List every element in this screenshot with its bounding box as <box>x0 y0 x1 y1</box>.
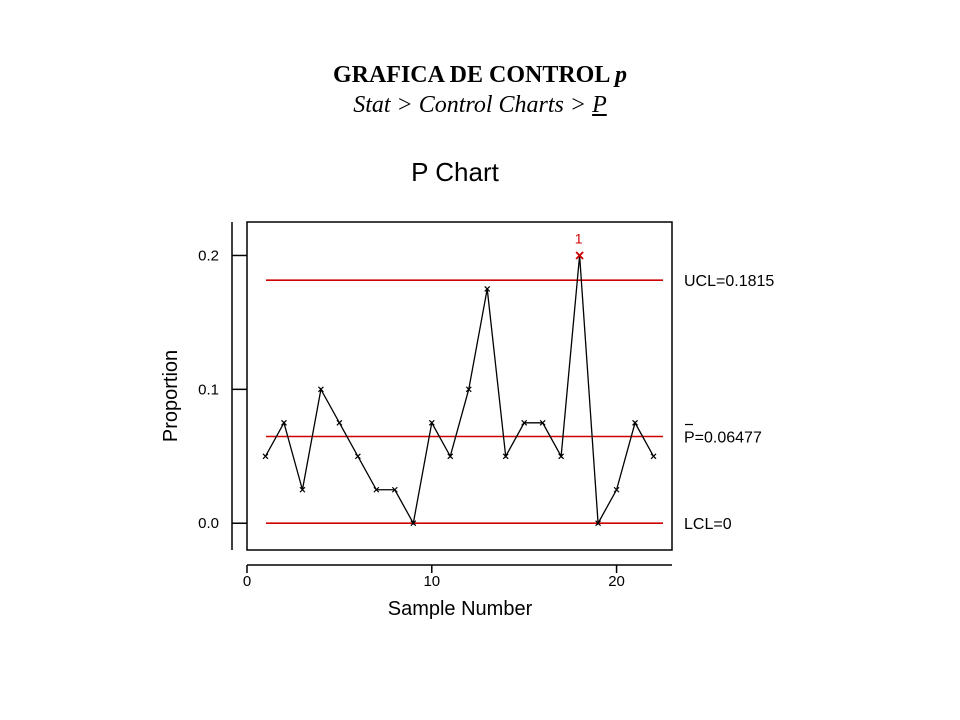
x-tick-label: 20 <box>608 573 625 590</box>
data-point-marker <box>262 453 269 460</box>
slide-title-line1: GRAFICA DE CONTROL p <box>0 60 960 90</box>
series-line <box>264 255 655 526</box>
data-point-marker <box>373 486 380 493</box>
data-point-marker <box>632 419 638 426</box>
data-point-marker <box>336 419 343 426</box>
control-limit-label: LCL=0 <box>684 516 732 533</box>
control-limit-label: UCL=0.1815 <box>684 273 774 290</box>
data-point-marker <box>299 486 306 493</box>
data-point-marker <box>539 419 546 426</box>
data-point-marker <box>484 286 491 292</box>
data-point-marker <box>558 453 565 460</box>
data-point-marker <box>391 486 398 493</box>
menu-path: Stat > Control Charts > <box>353 92 593 118</box>
data-point-marker <box>595 520 602 527</box>
data-point-marker <box>317 386 324 393</box>
out-of-control-label: 1 <box>575 230 583 246</box>
data-point-marker <box>447 453 454 460</box>
menu-path-underlined: P <box>592 92 607 118</box>
y-tick-label: 0.0 <box>198 515 219 532</box>
slide-title-italic: p <box>615 62 628 88</box>
slide-title: GRAFICA DE CONTROL p Stat > Control Char… <box>0 60 960 120</box>
x-tick-label: 10 <box>423 573 440 590</box>
slide-title-main: GRAFICA DE CONTROL <box>332 62 616 88</box>
data-point-marker <box>354 453 361 460</box>
data-point-marker <box>465 386 472 393</box>
chart-title: P Chart <box>411 157 499 187</box>
data-point-marker <box>613 486 620 493</box>
data-point-marker <box>428 419 435 426</box>
data-point-marker <box>281 419 287 426</box>
x-axis-title: Sample Number <box>388 598 533 620</box>
data-point-marker <box>650 453 657 460</box>
data-point-marker <box>502 453 509 460</box>
control-limit-label: P=0.06477 <box>684 430 762 447</box>
y-tick-label: 0.1 <box>198 381 219 398</box>
data-point-marker <box>521 419 528 426</box>
y-tick-label: 0.2 <box>198 247 219 264</box>
data-point-marker <box>410 520 417 527</box>
x-tick-label: 0 <box>243 573 251 590</box>
out-of-control-marker <box>575 251 584 260</box>
slide-title-line2: Stat > Control Charts > P <box>0 90 960 120</box>
y-axis-title: Proportion <box>160 350 182 442</box>
plot-frame <box>246 221 673 551</box>
